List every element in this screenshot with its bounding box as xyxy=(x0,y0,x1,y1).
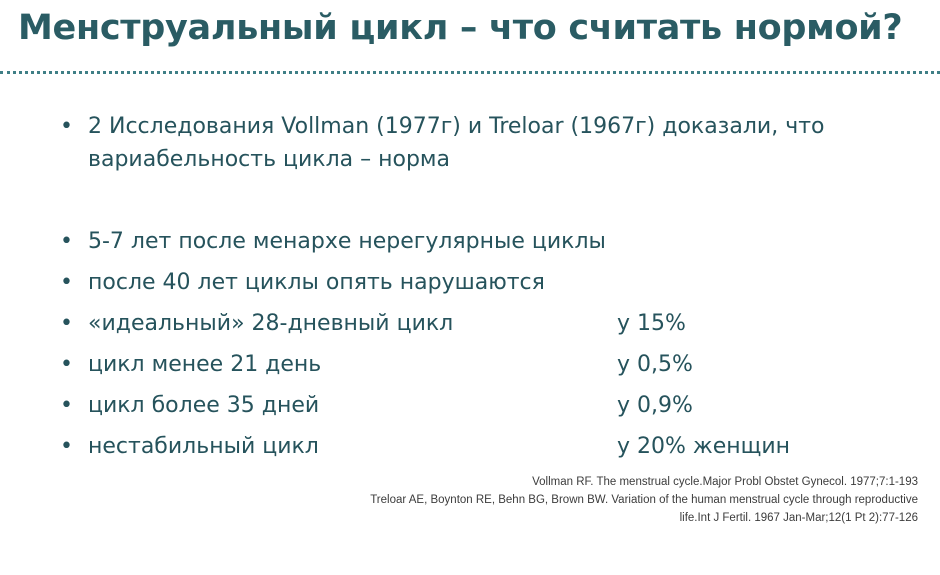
bullet-text: 5-7 лет после менархе нерегулярные циклы xyxy=(88,229,606,254)
bullet-dot: • xyxy=(60,352,73,377)
bullet-dot: • xyxy=(60,270,73,295)
bullet-dot: • xyxy=(60,434,73,459)
reference-line: life.Int J Fertil. 1967 Jan-Mar;12(1 Pt … xyxy=(679,512,918,524)
reference-line: Vollman RF. The menstrual cycle.Major Pr… xyxy=(532,476,918,488)
bullet-dot: • xyxy=(60,393,73,418)
dotted-divider xyxy=(0,71,940,74)
bullet-text: «идеальный» 28-дневный цикл xyxy=(88,311,454,336)
bullet-dot: • xyxy=(60,311,73,336)
bullet-value: у 0,9% xyxy=(617,393,693,418)
bullet-text: нестабильный цикл xyxy=(88,434,319,459)
bullet-value: у 20% женщин xyxy=(617,434,791,459)
bullet-dot: • xyxy=(60,229,73,254)
bullet-value: у 15% xyxy=(617,311,686,336)
bullet-text: после 40 лет циклы опять нарушаются xyxy=(88,270,545,295)
reference-line: Treloar AE, Boynton RE, Behn BG, Brown B… xyxy=(370,494,918,506)
intro-bullet: 2 Исследования Vollman (1977г) и Treloar… xyxy=(88,114,825,172)
bullet-dot: • xyxy=(60,114,73,139)
bullet-text: цикл менее 21 день xyxy=(88,352,322,377)
bullet-text: цикл более 35 дней xyxy=(88,393,320,418)
slide-title: Менструальный цикл – что считать нормой? xyxy=(18,8,903,48)
bullet-value: у 0,5% xyxy=(617,352,693,377)
